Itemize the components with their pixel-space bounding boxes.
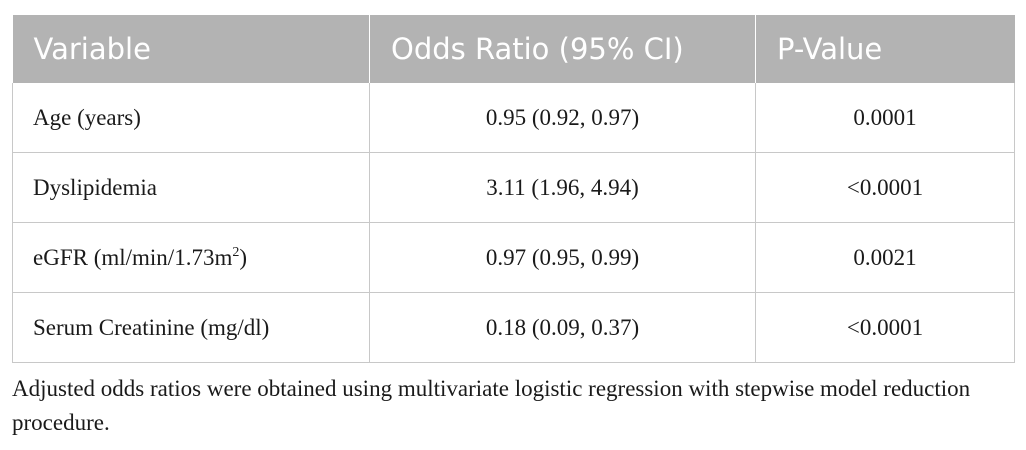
table-row: Serum Creatinine (mg/dl) 0.18 (0.09, 0.3… <box>12 292 1015 363</box>
odds-ratio-table: Variable Odds Ratio (95% CI) P-Value Age… <box>12 15 1015 363</box>
variable-superscript: 2 <box>232 244 240 260</box>
cell-variable: Age (years) <box>12 83 370 153</box>
cell-variable: Dyslipidemia <box>12 152 370 223</box>
header-p-value: P-Value <box>755 15 1015 83</box>
table-body: Age (years) 0.95 (0.92, 0.97) 0.0001 Dys… <box>12 83 1015 363</box>
variable-label: eGFR (ml/min/1.73m <box>33 244 233 270</box>
header-odds-ratio: Odds Ratio (95% CI) <box>369 15 756 83</box>
table-footnote: Adjusted odds ratios were obtained using… <box>12 376 971 435</box>
variable-label: Serum Creatinine (mg/dl) <box>33 314 270 340</box>
results-table-container: Variable Odds Ratio (95% CI) P-Value Age… <box>12 15 1015 363</box>
variable-suffix: ) <box>239 244 248 270</box>
table-row: Age (years) 0.95 (0.92, 0.97) 0.0001 <box>12 83 1015 153</box>
cell-p-value: <0.0001 <box>755 152 1015 223</box>
variable-label: Dyslipidemia <box>33 174 157 200</box>
cell-p-value: <0.0001 <box>755 292 1015 363</box>
cell-odds-ratio: 0.18 (0.09, 0.37) <box>369 292 756 363</box>
cell-odds-ratio: 3.11 (1.96, 4.94) <box>369 152 756 223</box>
table-header: Variable Odds Ratio (95% CI) P-Value <box>12 15 1015 83</box>
cell-p-value: 0.0001 <box>755 83 1015 153</box>
header-variable: Variable <box>33 32 151 66</box>
cell-odds-ratio: 0.95 (0.92, 0.97) <box>369 83 756 153</box>
variable-label: Age (years) <box>33 104 141 130</box>
table-row: Dyslipidemia 3.11 (1.96, 4.94) <0.0001 <box>12 152 1015 223</box>
table-row: eGFR (ml/min/1.73m2) 0.97 (0.95, 0.99) 0… <box>12 222 1015 293</box>
cell-variable: Serum Creatinine (mg/dl) <box>12 292 370 363</box>
header-row: Variable Odds Ratio (95% CI) P-Value <box>12 15 1015 83</box>
cell-variable: eGFR (ml/min/1.73m2) <box>12 222 370 293</box>
cell-p-value: 0.0021 <box>755 222 1015 293</box>
cell-odds-ratio: 0.97 (0.95, 0.99) <box>369 222 756 293</box>
